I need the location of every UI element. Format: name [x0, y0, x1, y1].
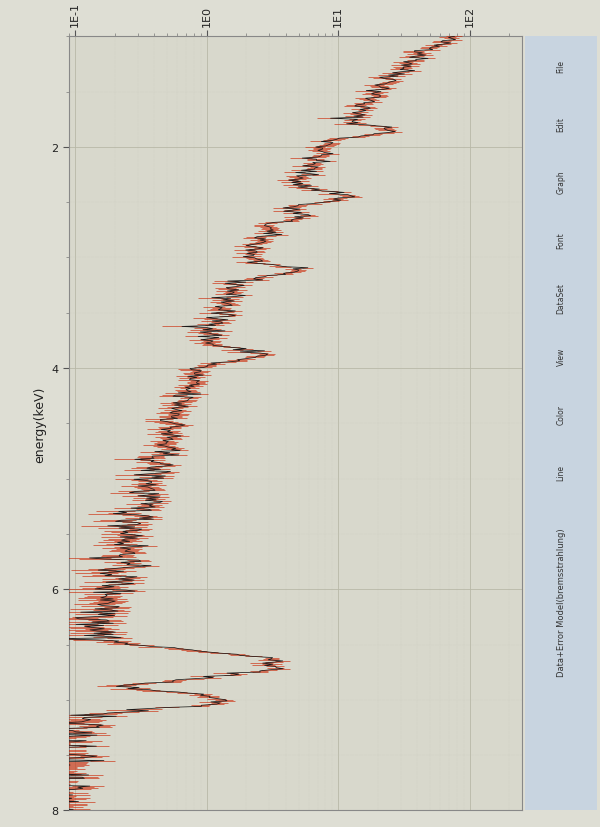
Text: Graph: Graph [557, 170, 566, 194]
Text: Edit: Edit [557, 117, 566, 131]
Text: File: File [557, 60, 566, 73]
Text: Line: Line [557, 464, 566, 480]
Text: View: View [557, 347, 566, 366]
Text: Color: Color [557, 404, 566, 424]
Y-axis label: energy(keV): energy(keV) [33, 385, 46, 462]
Text: Data+Error Model(bremsstrahlung): Data+Error Model(bremsstrahlung) [557, 528, 566, 676]
Text: Font: Font [557, 232, 566, 249]
Text: DataSet: DataSet [557, 283, 566, 313]
